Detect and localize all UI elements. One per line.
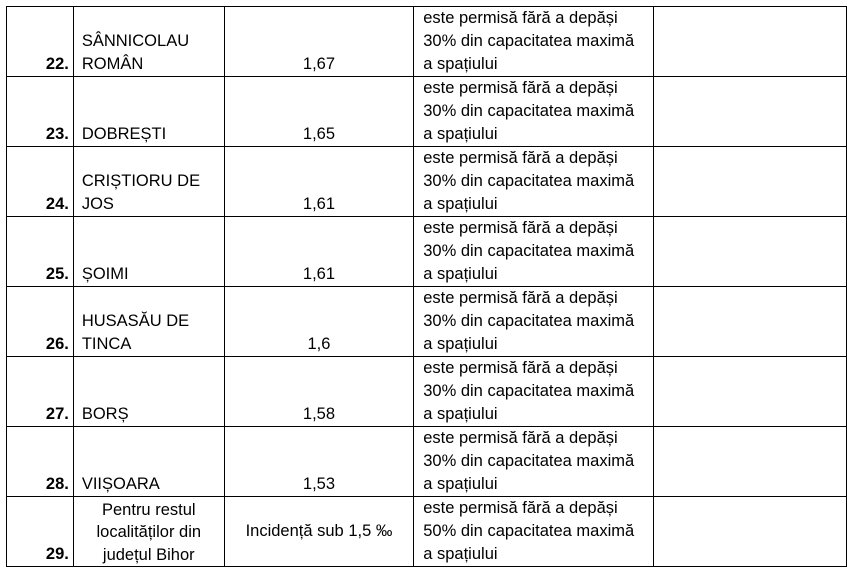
rule-line: este permisă fără a depăși bbox=[423, 79, 618, 97]
name-line: JOS bbox=[81, 195, 114, 213]
name-line: SÂNNICOLAU bbox=[81, 32, 190, 50]
empty-cell bbox=[652, 356, 847, 427]
rule-line: este permisă fără a depăși bbox=[423, 219, 618, 237]
rule-line: 30% din capacitatea maximă bbox=[423, 242, 635, 260]
empty-cell bbox=[652, 496, 847, 567]
empty-cell bbox=[652, 146, 847, 217]
incidence-value: 1,61 bbox=[223, 216, 415, 287]
incidence-value: 1,61 bbox=[223, 146, 415, 217]
empty-cell bbox=[652, 76, 847, 147]
capacity-rule: este permisă fără a depăși 30% din capaci… bbox=[413, 146, 654, 217]
empty-cell bbox=[652, 426, 847, 497]
capacity-rule: este permisă fără a depăși 30% din capaci… bbox=[413, 426, 654, 497]
rule-line: 30% din capacitatea maximă bbox=[423, 452, 635, 470]
name-line: TINCA bbox=[81, 335, 132, 353]
locality-name: HUSASĂU DE TINCA bbox=[72, 286, 225, 357]
table-row: 22. SÂNNICOLAU ROMÂN 1,67 este permisă fă… bbox=[6, 6, 847, 77]
rule-line: 30% din capacitatea maximă bbox=[423, 172, 635, 190]
rule-line: a spațiului bbox=[423, 545, 498, 563]
rule-line: este permisă fără a depăși bbox=[423, 289, 618, 307]
table-row: 26. HUSASĂU DE TINCA 1,6 este permisă făr… bbox=[6, 286, 847, 357]
table-row: 27. BORȘ 1,58 este permisă fără a depăși… bbox=[6, 356, 847, 427]
row-number: 24. bbox=[6, 146, 74, 217]
row-number: 22. bbox=[6, 6, 74, 77]
incidence-value: 1,53 bbox=[223, 426, 415, 497]
row-number: 29. bbox=[6, 496, 74, 567]
table-row: 23. DOBREȘTI 1,65 este permisă fără a de… bbox=[6, 76, 847, 147]
locality-name: VIIȘOARA bbox=[72, 426, 225, 497]
rule-line: a spațiului bbox=[423, 265, 498, 283]
row-number: 26. bbox=[6, 286, 74, 357]
capacity-rule: este permisă fără a depăși 30% din capaci… bbox=[413, 6, 654, 77]
name-line: ȘOIMI bbox=[81, 265, 129, 283]
incidence-value: Incidență sub 1,5 ‰ bbox=[223, 496, 415, 567]
table-row: 29. Pentru restul localităților din județu… bbox=[6, 496, 847, 567]
name-line: Pentru restul bbox=[102, 500, 196, 519]
rule-line: a spațiului bbox=[423, 335, 498, 353]
table-row: 25. ȘOIMI 1,61 este permisă fără a depăș… bbox=[6, 216, 847, 287]
table-row: 28. VIIȘOARA 1,53 este permisă fără a de… bbox=[6, 426, 847, 497]
row-number: 25. bbox=[6, 216, 74, 287]
rule-line: 50% din capacitatea maximă bbox=[423, 522, 635, 540]
rule-line: a spațiului bbox=[423, 125, 498, 143]
locality-name: SÂNNICOLAU ROMÂN bbox=[72, 6, 225, 77]
rule-line: este permisă fără a depăși bbox=[423, 359, 618, 377]
rule-line: 30% din capacitatea maximă bbox=[423, 32, 635, 50]
row-number: 28. bbox=[6, 426, 74, 497]
localities-table: 22. SÂNNICOLAU ROMÂN 1,67 este permisă fă… bbox=[6, 6, 847, 567]
rule-line: este permisă fără a depăși bbox=[423, 9, 618, 27]
empty-cell bbox=[652, 216, 847, 287]
name-line: BORȘ bbox=[81, 405, 129, 423]
rule-line: 30% din capacitatea maximă bbox=[423, 102, 635, 120]
locality-name: CRIȘTIORU DE JOS bbox=[72, 146, 225, 217]
rule-line: a spațiului bbox=[423, 195, 498, 213]
incidence-value: 1,67 bbox=[223, 6, 415, 77]
name-line: HUSASĂU DE bbox=[81, 312, 190, 330]
empty-cell bbox=[652, 6, 847, 77]
name-line: CRIȘTIORU DE bbox=[81, 172, 201, 190]
rule-line: a spațiului bbox=[423, 475, 498, 493]
locality-name: BORȘ bbox=[72, 356, 225, 427]
capacity-rule: este permisă fără a depăși 30% din capaci… bbox=[413, 286, 654, 357]
locality-name: ȘOIMI bbox=[72, 216, 225, 287]
incidence-value: 1,65 bbox=[223, 76, 415, 147]
rule-line: este permisă fără a depăși bbox=[423, 429, 618, 447]
capacity-rule: este permisă fără a depăși 30% din capaci… bbox=[413, 216, 654, 287]
table-row: 24. CRIȘTIORU DE JOS 1,61 este permisă fă… bbox=[6, 146, 847, 217]
incidence-value: 1,58 bbox=[223, 356, 415, 427]
name-line: localităților din bbox=[96, 523, 202, 541]
incidence-value: 1,6 bbox=[223, 286, 415, 357]
rule-line: este permisă fără a depăși bbox=[423, 149, 618, 167]
empty-cell bbox=[652, 286, 847, 357]
name-line: DOBREȘTI bbox=[81, 125, 167, 143]
rule-line: 30% din capacitatea maximă bbox=[423, 312, 635, 330]
locality-name: Pentru restul localităților din județul Bi… bbox=[72, 496, 225, 567]
capacity-rule: este permisă fără a depăși 30% din capaci… bbox=[413, 76, 654, 147]
name-line: VIIȘOARA bbox=[81, 475, 160, 493]
row-number: 27. bbox=[6, 356, 74, 427]
rule-line: este permisă fără a depăși bbox=[423, 499, 618, 517]
capacity-rule: este permisă fără a depăși 50% din capaci… bbox=[413, 496, 654, 567]
name-line: județul Bihor bbox=[102, 545, 195, 564]
capacity-rule: este permisă fără a depăși 30% din capaci… bbox=[413, 356, 654, 427]
rule-line: 30% din capacitatea maximă bbox=[423, 382, 635, 400]
name-line: ROMÂN bbox=[81, 55, 144, 73]
rule-line: a spațiului bbox=[423, 55, 498, 73]
rule-line: a spațiului bbox=[423, 405, 498, 423]
locality-name: DOBREȘTI bbox=[72, 76, 225, 147]
row-number: 23. bbox=[6, 76, 74, 147]
